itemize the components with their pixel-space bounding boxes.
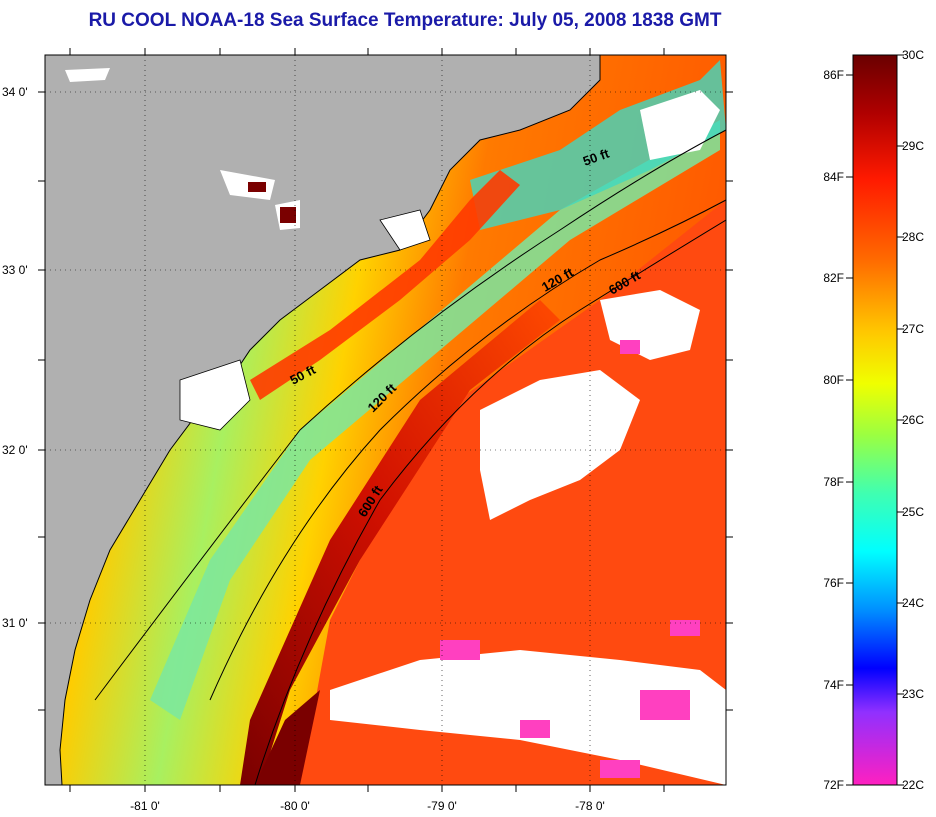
estuary	[179, 359, 251, 431]
gulf-stream-dark	[255, 690, 320, 785]
lat-label: 33 0'	[2, 263, 28, 277]
lake-moultrie	[280, 207, 296, 223]
cloud-patch	[330, 650, 726, 785]
lon-label: -79 0'	[427, 799, 457, 813]
fahrenheit-label: 82F	[823, 271, 844, 285]
lat-label: 34 0'	[2, 85, 28, 99]
celsius-label: 25C	[902, 505, 924, 519]
shelf-cool-band	[150, 120, 720, 720]
fahrenheit-label: 78F	[823, 475, 844, 489]
lat-label: 31 0'	[2, 616, 28, 630]
gulf-stream-core	[240, 300, 560, 785]
axis-ticks	[38, 48, 733, 792]
contour-600ft	[254, 219, 726, 785]
celsius-label: 28C	[902, 230, 924, 244]
lake	[220, 170, 275, 200]
map-title: RU COOL NOAA-18 Sea Surface Temperature:…	[88, 10, 722, 31]
celsius-label: 22C	[902, 778, 924, 792]
celsius-label: 26C	[902, 413, 924, 427]
celsius-label: 30C	[902, 48, 924, 62]
lon-label: -81 0'	[130, 799, 160, 813]
fahrenheit-label: 86F	[823, 68, 844, 82]
lon-label: -80 0'	[280, 799, 310, 813]
cloud-patch	[480, 370, 640, 520]
celsius-label: 23C	[902, 687, 924, 701]
fahrenheit-label: 76F	[823, 576, 844, 590]
lat-label: 32 0'	[2, 443, 28, 457]
map-frame	[45, 55, 726, 785]
fahrenheit-label: 74F	[823, 678, 844, 692]
celsius-label: 29C	[902, 139, 924, 153]
land-mass	[45, 55, 601, 785]
lon-label: -78 0'	[575, 799, 605, 813]
map-border	[44, 54, 727, 786]
celsius-label: 27C	[902, 322, 924, 336]
north-cool-water	[470, 60, 726, 230]
cloud-edge-pixels	[440, 340, 700, 778]
fahrenheit-label: 84F	[823, 170, 844, 184]
fahrenheit-label: 80F	[823, 373, 844, 387]
cloud-patch	[640, 90, 720, 160]
colorbar	[852, 54, 898, 786]
graticule	[45, 55, 726, 785]
contour-50ft	[94, 129, 726, 701]
lake	[65, 68, 110, 82]
contour-120ft	[209, 199, 726, 701]
celsius-label: 24C	[902, 596, 924, 610]
fahrenheit-label: 72F	[823, 778, 844, 792]
lake-marion	[248, 182, 266, 192]
estuary	[379, 209, 431, 251]
nearshore-warm	[250, 170, 520, 400]
colorbar-ticks	[846, 54, 904, 786]
